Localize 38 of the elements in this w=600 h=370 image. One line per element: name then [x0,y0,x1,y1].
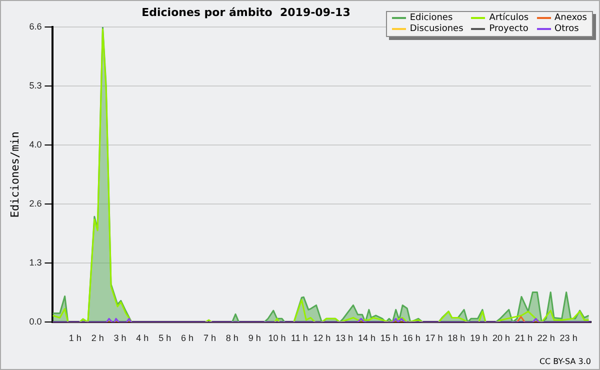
x-tick-label: 1 h [68,333,82,344]
x-tick-label: 6 h [181,333,194,344]
x-tick-label: 22 h [537,333,555,344]
legend-label: Anexos [554,13,587,24]
x-tick-label: 7 h [203,333,216,344]
legend-label: Proyecto [488,24,529,35]
x-tick-label: 9 h [248,333,261,344]
x-tick-label: 11 h [290,333,308,344]
y-axis-title: Ediciones/min [8,132,22,218]
x-tick-label: 5 h [158,333,172,344]
x-tick-label: 18 h [448,333,466,344]
x-tick-label: 16 h [402,333,420,344]
y-tick-label: 2.6 [29,198,42,209]
legend-label: Discusiones [408,24,464,35]
x-tick-label: 21 h [514,333,532,344]
text: CC BY-SA 3.0 [539,357,591,366]
y-tick-label: 1.3 [29,258,42,268]
x-tick-label: 3 h [114,333,126,344]
x-tick-label: 23 h [560,333,578,344]
chart-title: Ediciones por ámbito 2019-09-13 [142,6,350,19]
x-tick-label: 2 h [91,333,104,344]
x-tick-label: 4 h [136,333,149,344]
x-tick-label: 19 h [470,333,488,344]
y-tick-label: 6.6 [29,21,42,32]
x-tick-label: 17 h [425,333,443,344]
x-tick-label: 10 h [268,333,286,344]
legend-label: Ediciones [408,13,454,24]
y-tick-label: 0.0 [29,316,42,327]
legend-label: Otros [554,24,580,35]
x-tick-label: 13 h [336,333,354,344]
x-tick-label: 12 h [313,333,331,344]
y-tick-label: 5.3 [29,80,42,91]
x-tick-label: 15 h [380,333,398,344]
x-tick-label: 14 h [358,333,376,344]
x-tick-label: 20 h [492,333,510,344]
legend-label: Artículos [488,13,529,24]
y-tick-label: 4.0 [29,140,42,150]
x-tick-label: 8 h [226,333,238,344]
